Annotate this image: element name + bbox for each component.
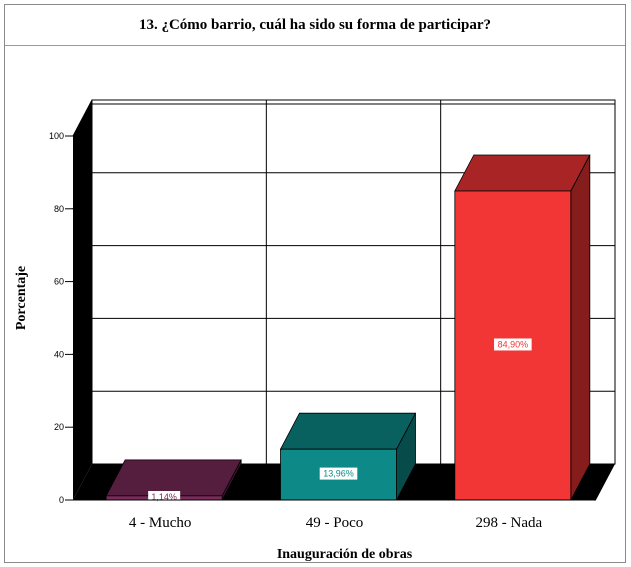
y-tick-label: 80 (54, 204, 64, 214)
gridline-h-side (72, 390, 93, 428)
bar-top (454, 154, 591, 192)
y-axis-title: Porcentaje (14, 266, 29, 330)
x-tick-label: 49 - Poco (306, 515, 364, 531)
gridline-h-side (72, 245, 93, 282)
y-tick-label: 0 (59, 495, 64, 505)
x-tick-label: 298 - Nada (476, 515, 543, 531)
data-label: 13,96% (323, 469, 354, 479)
gridline-h-side (72, 172, 93, 210)
y-tick-label: 20 (54, 422, 64, 432)
x-axis-title: Inauguración de obras (277, 547, 413, 562)
data-label: 1,14% (151, 492, 177, 502)
bar (454, 154, 591, 501)
data-label-bg (494, 338, 532, 351)
data-label: 84,90% (498, 339, 529, 349)
y-tick-label: 60 (54, 277, 64, 287)
bar (279, 412, 417, 501)
bar-top (279, 412, 417, 450)
bar-top (105, 459, 242, 497)
bar-side (570, 154, 591, 501)
data-label-bg (319, 467, 358, 480)
left-wall (73, 100, 92, 500)
title-bar: 13. ¿Cómo barrio, cuál ha sido su forma … (5, 5, 625, 46)
y-tick-label: 40 (54, 349, 64, 359)
gridline-h-side (72, 99, 93, 137)
x-tick-label: 4 - Mucho (129, 515, 192, 531)
chart-title: 13. ¿Cómo barrio, cuál ha sido su forma … (138, 16, 492, 33)
y-tick-label: 100 (49, 131, 64, 141)
gridline-h-side (72, 318, 93, 355)
